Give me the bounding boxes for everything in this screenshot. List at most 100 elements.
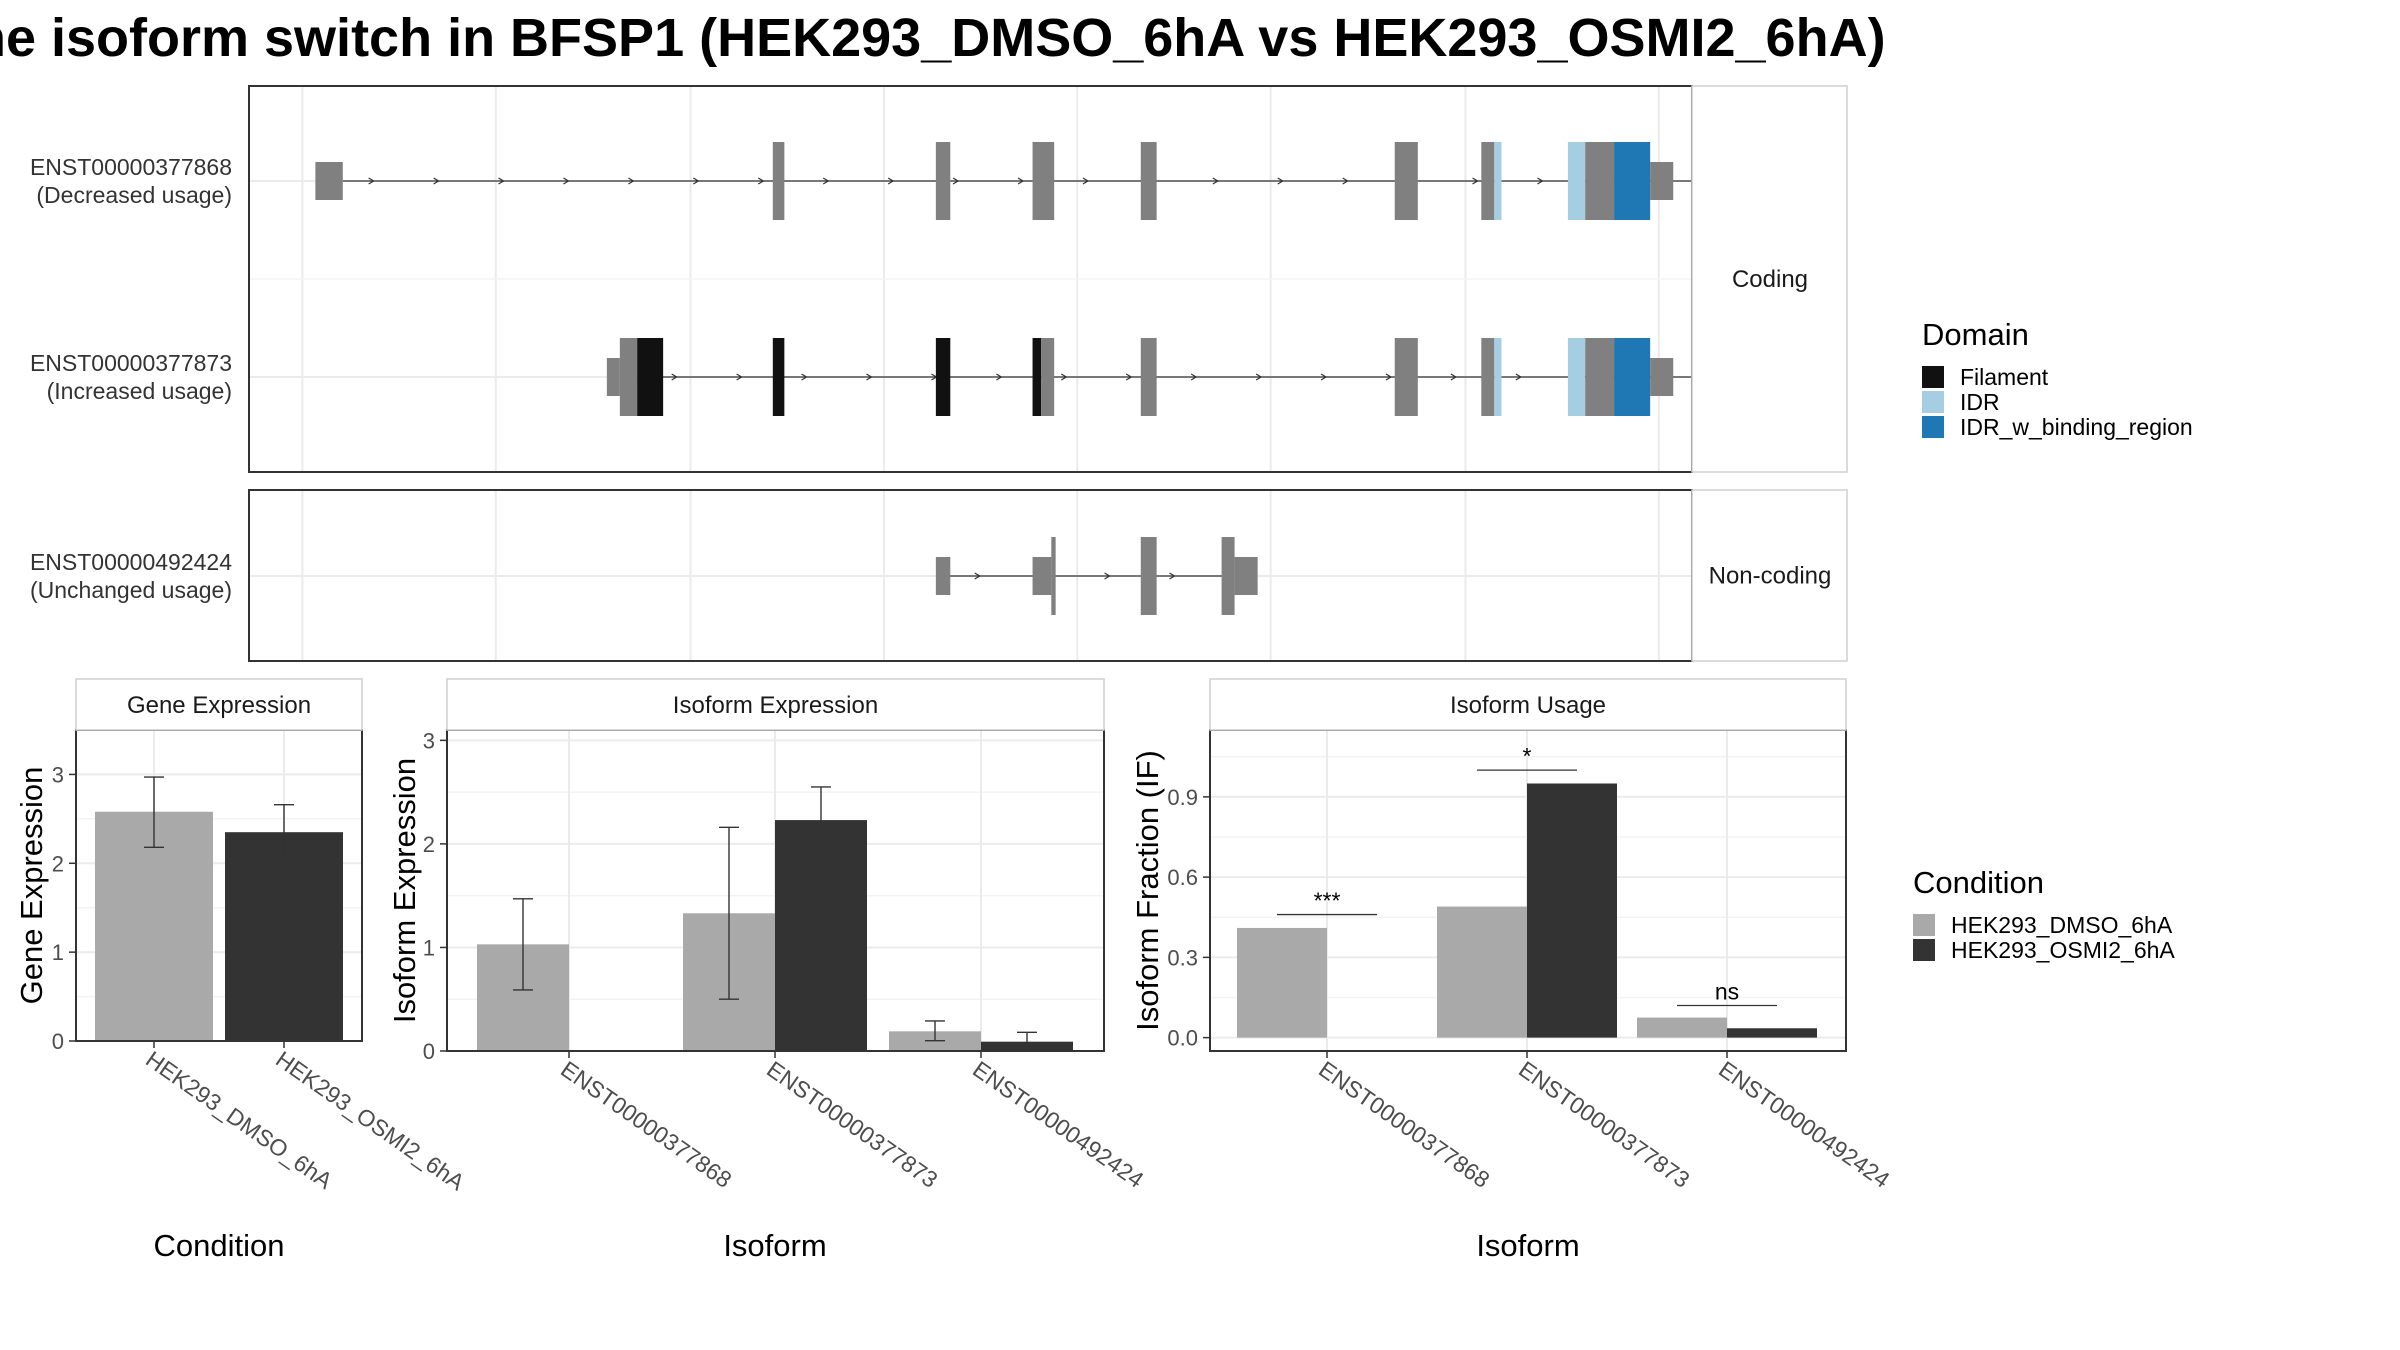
intron-arrow [887, 177, 895, 185]
intron-arrow [757, 177, 765, 185]
exon-block [1140, 338, 1157, 416]
y-tick-label: 3 [52, 762, 64, 787]
intron-arrow [1515, 373, 1523, 381]
coding-panel-strip [1691, 85, 1848, 473]
intron-arrow [1320, 373, 1328, 381]
exon-block [772, 142, 785, 220]
facet-strip-label: Isoform Usage [1450, 692, 1606, 719]
domain-block-idr-w-binding-region [1614, 142, 1651, 220]
facet-strip-label: Isoform Expression [673, 692, 878, 719]
intron-arrow [498, 177, 505, 185]
y-tick-label: 0 [52, 1029, 64, 1054]
intron-arrow [1125, 373, 1133, 381]
exon-block [935, 142, 951, 220]
significance-label: ns [1715, 979, 1739, 1005]
exon-block [1221, 537, 1235, 615]
intron-arrow [1212, 177, 1219, 185]
domain-block-idr-w-binding-region [1614, 338, 1651, 416]
intron-arrow [671, 373, 678, 381]
intron-arrow [1169, 572, 1176, 580]
domain-legend-label: IDR_w_binding_region [1960, 414, 2193, 440]
exon-block [1032, 142, 1055, 220]
y-axis-title: Gene Expression [14, 767, 49, 1005]
x-axis-title: Condition [154, 1228, 285, 1263]
exon-block [935, 557, 951, 595]
intron-arrow [822, 177, 830, 185]
exon-block [1032, 557, 1052, 595]
y-tick-label: 0.0 [1167, 1026, 1198, 1051]
bar [1637, 1017, 1727, 1038]
domain-block-filament [1032, 338, 1042, 416]
domain-legend-label: Filament [1960, 364, 2049, 390]
x-axis-title: Isoform [723, 1228, 826, 1263]
x-tick-label: ENST00000377868 [1314, 1056, 1494, 1193]
intron-arrow [1104, 572, 1111, 580]
y-tick-label: 2 [52, 851, 64, 876]
facet-strip [446, 678, 1105, 731]
bar [775, 820, 867, 1051]
exon-block [1481, 338, 1495, 416]
intron-arrow [1255, 373, 1263, 381]
y-tick-label: 1 [52, 940, 64, 965]
exon-block [1051, 537, 1056, 615]
domain-legend-label: IDR [1960, 389, 2000, 415]
exon-block [1140, 142, 1157, 220]
significance-label: *** [1314, 888, 1341, 914]
intron-arrow [563, 177, 570, 185]
intron-arrow [736, 373, 743, 381]
y-tick-label: 0 [423, 1039, 435, 1064]
domain-legend-swatch [1922, 366, 1944, 388]
x-tick-label: ENST00000377873 [762, 1056, 942, 1193]
transcript-usage-label: (Increased usage) [47, 378, 232, 404]
y-axis-title: Isoform Expression [387, 758, 422, 1023]
bar [1237, 927, 1327, 1038]
exon-block [1585, 142, 1615, 220]
intron-arrow [1017, 177, 1025, 185]
transcript-id-label: ENST00000492424 [30, 549, 232, 575]
domain-block-idr [1567, 338, 1586, 416]
exon-block [1481, 142, 1495, 220]
chart-title: The isoform switch in BFSP1 (HEK293_DMSO… [0, 8, 1886, 68]
intron-arrow [1190, 373, 1198, 381]
noncoding-panel-strip-label: Non-coding [1709, 563, 1832, 590]
exon-block [1394, 142, 1418, 220]
exon-block [606, 358, 620, 396]
y-tick-label: 2 [423, 832, 435, 857]
bar [1437, 906, 1527, 1038]
x-tick-label: ENST00000492424 [1714, 1056, 1895, 1193]
x-tick-label: ENST00000492424 [968, 1056, 1149, 1193]
intron-arrow [1385, 373, 1393, 381]
transcript-usage-label: (Decreased usage) [36, 182, 232, 208]
bar [1727, 1028, 1817, 1038]
exon-block [619, 338, 638, 416]
facet-strip [1209, 678, 1847, 731]
domain-block-idr [1567, 142, 1586, 220]
x-tick-label: ENST00000377868 [556, 1056, 736, 1193]
intron-arrow [866, 373, 873, 381]
condition-legend-label: HEK293_OSMI2_6hA [1951, 937, 2175, 963]
x-tick-label: ENST00000377873 [1514, 1056, 1694, 1193]
exon-block [1585, 338, 1615, 416]
condition-legend-title: Condition [1913, 865, 2044, 900]
bar [225, 832, 343, 1041]
condition-legend-label: HEK293_DMSO_6hA [1951, 912, 2173, 938]
intron-arrow [801, 373, 808, 381]
condition-legend-swatch [1913, 914, 1935, 936]
intron-arrow [1472, 177, 1479, 185]
intron-arrow [952, 177, 960, 185]
x-axis-title: Isoform [1476, 1228, 1579, 1263]
intron-arrow [693, 177, 700, 185]
domain-block-idr [1494, 142, 1502, 220]
domain-block-filament [772, 338, 785, 416]
intron-arrow [1450, 373, 1458, 381]
intron-arrow [1277, 177, 1284, 185]
exon-block [315, 162, 343, 200]
y-tick-label: 0.3 [1167, 945, 1198, 970]
y-tick-label: 0.9 [1167, 785, 1198, 810]
exon-block [1041, 338, 1055, 416]
domain-block-filament [637, 338, 664, 416]
significance-label: * [1523, 743, 1532, 769]
domain-legend-title: Domain [1922, 317, 2029, 352]
